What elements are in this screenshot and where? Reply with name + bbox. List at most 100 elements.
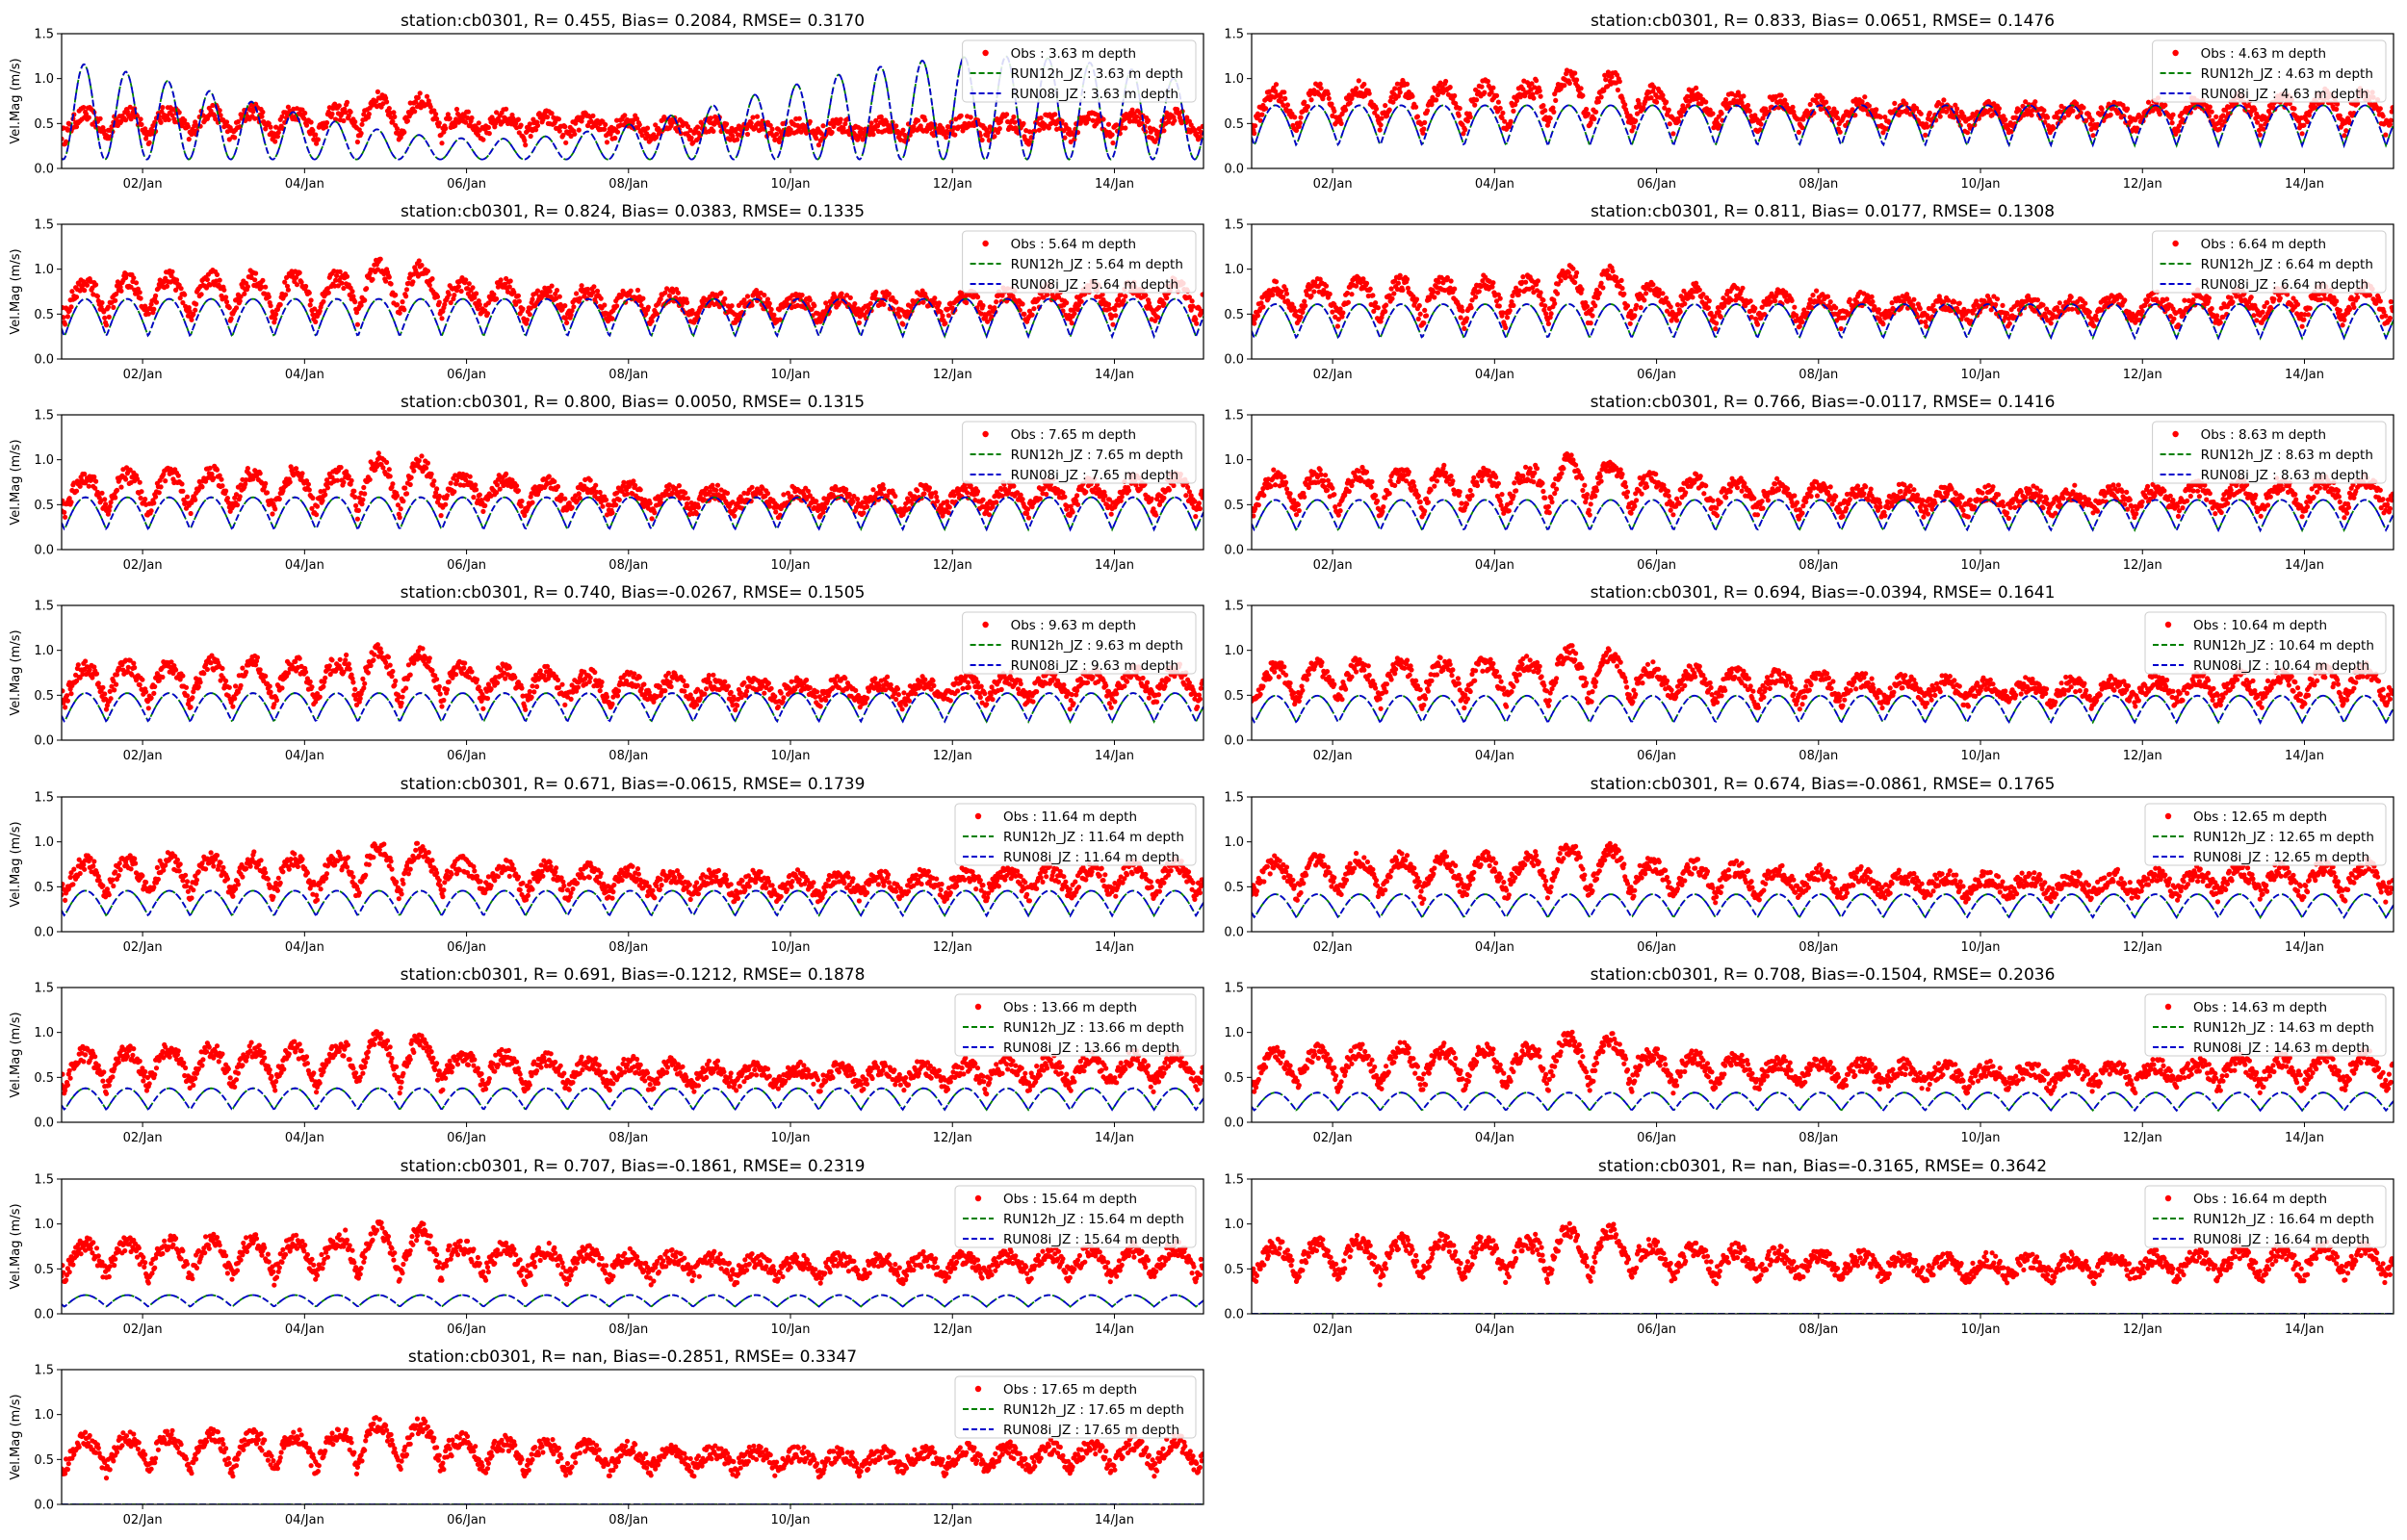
x-tick-label: 12/Jan xyxy=(2123,368,2162,382)
x-tick-label: 02/Jan xyxy=(123,368,163,382)
subplot-title: station:cb0301, R= nan, Bias=-0.2851, RM… xyxy=(408,1348,857,1367)
legend-label: RUN08i_JZ : 5.64 m depth xyxy=(1011,277,1179,293)
legend-label: RUN12h_JZ : 3.63 m depth xyxy=(1011,66,1183,82)
subplot-title: station:cb0301, R= nan, Bias=-0.3165, RM… xyxy=(1598,1157,2047,1176)
x-tick-label: 04/Jan xyxy=(1475,1131,1514,1145)
x-tick-label: 06/Jan xyxy=(1637,368,1676,382)
x-tick-label: 14/Jan xyxy=(1095,177,1134,192)
y-axis-label: Vel.Mag (m/s) xyxy=(9,1394,23,1479)
legend-label: RUN08i_JZ : 10.64 m depth xyxy=(2193,658,2369,674)
legend-label: Obs : 8.63 m depth xyxy=(2201,427,2326,443)
y-tick-label: 0.5 xyxy=(1224,881,1244,895)
legend-marker-obs xyxy=(975,1195,981,1201)
x-tick-label: 14/Jan xyxy=(1095,1131,1134,1145)
x-tick-label: 06/Jan xyxy=(447,558,486,573)
y-tick-label: 1.5 xyxy=(1224,28,1244,42)
x-tick-label: 04/Jan xyxy=(285,1513,324,1527)
x-tick-label: 06/Jan xyxy=(1637,177,1676,192)
legend-label: Obs : 7.65 m depth xyxy=(1011,427,1136,443)
x-tick-label: 08/Jan xyxy=(608,1131,648,1145)
y-tick-label: 1.0 xyxy=(34,1218,54,1232)
y-tick-label: 1.5 xyxy=(1224,218,1244,233)
legend-marker-obs xyxy=(2172,50,2178,56)
subplot-title: station:cb0301, R= 0.740, Bias=-0.0267, … xyxy=(401,583,866,603)
x-tick-label: 12/Jan xyxy=(933,368,972,382)
y-tick-label: 1.0 xyxy=(1224,835,1244,850)
y-axis-label: Vel.Mag (m/s) xyxy=(9,821,23,907)
run12h-series xyxy=(1252,1092,2394,1111)
subplot-title: station:cb0301, R= 0.455, Bias= 0.2084, … xyxy=(401,12,865,31)
subplot-title: station:cb0301, R= 0.833, Bias= 0.0651, … xyxy=(1591,12,2055,31)
y-tick-label: 0.0 xyxy=(1224,544,1244,558)
x-tick-label: 12/Jan xyxy=(2123,558,2162,573)
y-tick-label: 0.5 xyxy=(34,881,54,895)
x-tick-label: 06/Jan xyxy=(1637,558,1676,573)
legend-label: Obs : 6.64 m depth xyxy=(2201,237,2326,252)
y-tick-label: 0.0 xyxy=(1224,1116,1244,1131)
x-tick-label: 12/Jan xyxy=(933,1322,972,1337)
run08i-series xyxy=(62,1089,1204,1110)
x-tick-label: 04/Jan xyxy=(285,940,324,955)
legend-label: RUN12h_JZ : 15.64 m depth xyxy=(1003,1212,1184,1227)
legend-label: Obs : 14.63 m depth xyxy=(2193,1000,2327,1015)
x-tick-label: 10/Jan xyxy=(1961,177,2001,192)
y-tick-label: 1.5 xyxy=(1224,1173,1244,1188)
x-tick-label: 08/Jan xyxy=(1799,1131,1838,1145)
x-tick-label: 12/Jan xyxy=(933,940,972,955)
subplot-title: station:cb0301, R= 0.811, Bias= 0.0177, … xyxy=(1591,202,2055,221)
x-tick-label: 02/Jan xyxy=(1313,368,1353,382)
legend-marker-obs xyxy=(982,431,988,437)
y-tick-label: 1.5 xyxy=(1224,409,1244,424)
x-tick-label: 08/Jan xyxy=(608,1322,648,1337)
subplot-12: station:cb0301, R= 0.708, Bias=-0.1504, … xyxy=(1224,965,2394,1145)
y-tick-label: 0.0 xyxy=(1224,1308,1244,1322)
legend-label: RUN08i_JZ : 9.63 m depth xyxy=(1011,658,1179,674)
y-tick-label: 1.5 xyxy=(34,218,54,233)
x-tick-label: 06/Jan xyxy=(447,1131,486,1145)
x-tick-label: 12/Jan xyxy=(2123,1131,2162,1145)
subplot-title: station:cb0301, R= 0.800, Bias= 0.0050, … xyxy=(401,393,865,412)
y-tick-label: 0.5 xyxy=(34,689,54,704)
legend-label: RUN08i_JZ : 3.63 m depth xyxy=(1011,87,1179,102)
x-tick-label: 04/Jan xyxy=(1475,368,1514,382)
y-tick-label: 1.0 xyxy=(34,1408,54,1423)
y-tick-label: 0.0 xyxy=(1224,734,1244,749)
run12h-series xyxy=(62,1089,1204,1110)
legend-label: Obs : 15.64 m depth xyxy=(1003,1192,1137,1207)
x-tick-label: 06/Jan xyxy=(447,749,486,763)
subplot-title: station:cb0301, R= 0.694, Bias=-0.0394, … xyxy=(1591,583,2056,603)
x-tick-label: 08/Jan xyxy=(608,558,648,573)
y-tick-label: 0.5 xyxy=(34,1453,54,1468)
y-axis-label: Vel.Mag (m/s) xyxy=(9,629,23,715)
y-tick-label: 0.5 xyxy=(1224,499,1244,513)
subplot-title: station:cb0301, R= 0.691, Bias=-0.1212, … xyxy=(401,965,866,985)
x-tick-label: 08/Jan xyxy=(1799,558,1838,573)
x-tick-label: 08/Jan xyxy=(608,940,648,955)
x-tick-label: 02/Jan xyxy=(1313,940,1353,955)
y-tick-label: 1.5 xyxy=(34,28,54,42)
y-tick-label: 1.0 xyxy=(34,1026,54,1040)
x-tick-label: 10/Jan xyxy=(771,1322,811,1337)
y-tick-label: 0.5 xyxy=(34,1263,54,1277)
legend-marker-obs xyxy=(975,813,981,819)
x-tick-label: 10/Jan xyxy=(771,1131,811,1145)
legend-label: RUN12h_JZ : 5.64 m depth xyxy=(1011,257,1183,272)
y-tick-label: 0.5 xyxy=(34,117,54,132)
legend-marker-obs xyxy=(975,1386,981,1392)
x-tick-label: 10/Jan xyxy=(771,177,811,192)
x-tick-label: 04/Jan xyxy=(1475,749,1514,763)
y-tick-label: 0.0 xyxy=(1224,353,1244,368)
x-tick-label: 14/Jan xyxy=(1095,1322,1134,1337)
x-tick-label: 10/Jan xyxy=(1961,749,2001,763)
x-tick-label: 04/Jan xyxy=(1475,940,1514,955)
subplot-11: station:cb0301, R= 0.691, Bias=-0.1212, … xyxy=(9,965,1205,1145)
x-tick-label: 04/Jan xyxy=(285,558,324,573)
y-tick-label: 0.5 xyxy=(1224,117,1244,132)
